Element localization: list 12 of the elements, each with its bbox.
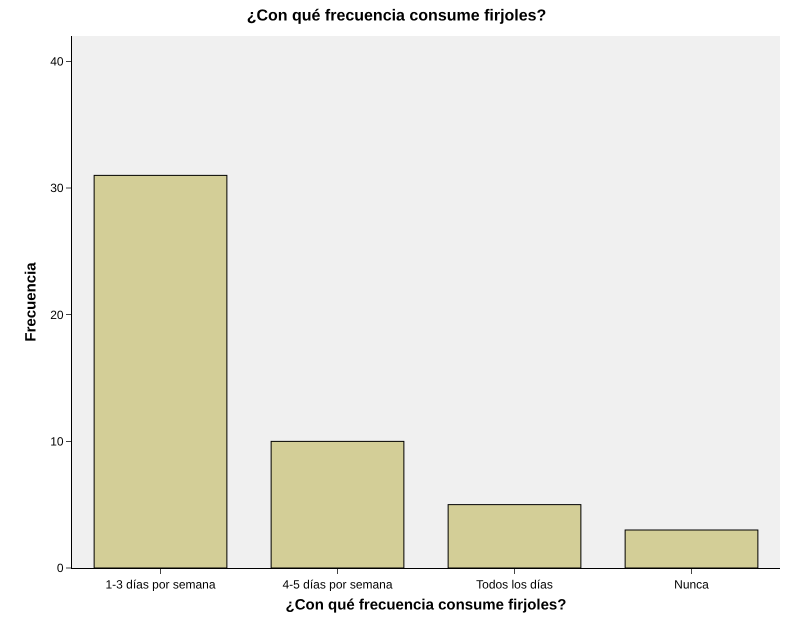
x-tick-label: 4-5 días por semana (282, 577, 393, 592)
y-tick-label: 40 (50, 54, 64, 69)
x-axis-title: ¿Con qué frecuencia consume firjoles? (286, 596, 566, 614)
y-tick-label: 30 (50, 181, 64, 196)
x-tick-label: 1-3 días por semana (105, 577, 216, 592)
y-tick-label: 20 (50, 308, 64, 322)
y-axis-title: Frecuencia (22, 262, 40, 342)
x-tick-label: Todos los días (476, 577, 553, 592)
x-tick-label: Nunca (674, 577, 710, 592)
chart-title: ¿Con qué frecuencia consume firjoles? (246, 8, 546, 25)
y-tick-label: 0 (56, 561, 64, 576)
y-tick-label: 10 (50, 434, 64, 449)
